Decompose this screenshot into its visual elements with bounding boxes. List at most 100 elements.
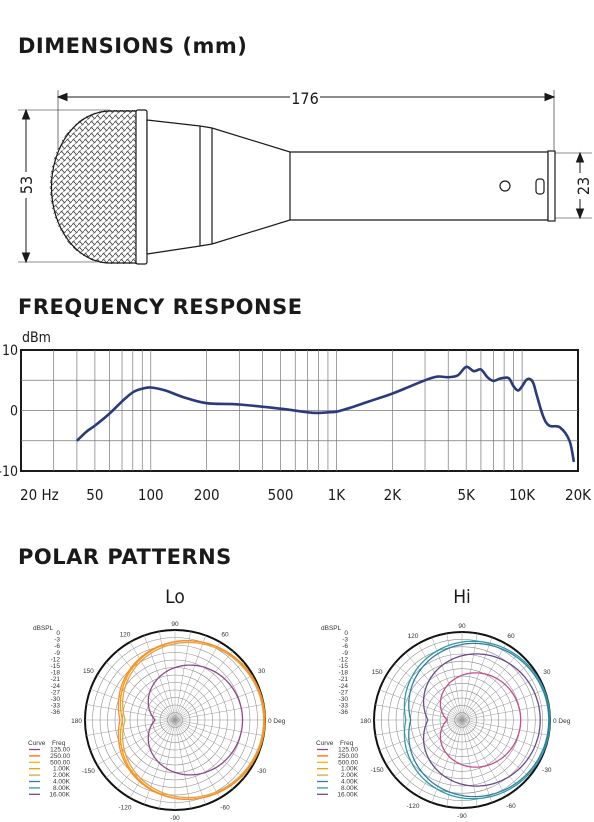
microphone-dimension-drawing: 176 53 23 [16, 87, 593, 265]
polar-db-tick: -6 [54, 643, 60, 650]
polar-spoke [90, 719, 176, 752]
polar-db-tick: -33 [339, 703, 349, 710]
polar-spoke [375, 719, 463, 736]
microphone-body [49, 109, 556, 265]
polar-title: Lo [165, 586, 185, 608]
polar-db-tick: -21 [51, 676, 61, 683]
legend-freq-label: 500.00 [338, 759, 358, 766]
polar-angle-label: 30 [258, 668, 266, 675]
handle-diameter-dimension-line [555, 151, 592, 220]
polar-db-tick: -12 [51, 656, 61, 663]
legend-freq-label: 8.00K [341, 785, 359, 792]
polar-spoke [174, 674, 254, 721]
polar-spoke [417, 719, 463, 797]
polar-angle-label: -60 [220, 805, 230, 812]
polar-db-tick: -33 [51, 703, 61, 710]
legend-freq-label: 2.00K [341, 772, 359, 779]
polar-db-tick: -12 [339, 656, 349, 663]
polar-spoke [86, 704, 176, 721]
polar-angle-label: 0 Deg [553, 718, 571, 725]
length-label: 176 [291, 89, 318, 108]
polar-angle-label: -60 [506, 803, 516, 810]
polar-db-tick: -15 [51, 663, 61, 670]
polar-angle-label: -120 [118, 805, 131, 812]
polar-spoke [405, 719, 463, 788]
fr-y-tick-label: -10 [0, 464, 18, 480]
fr-x-tick-label: 50 [86, 486, 103, 504]
polar-spoke [461, 633, 478, 721]
polar-spoke [116, 719, 176, 790]
polar-angle-label: -30 [542, 767, 552, 774]
polar-spoke [105, 719, 176, 779]
polar-spoke [105, 661, 176, 721]
polar-db-tick: -15 [339, 663, 349, 670]
polar-angle-label: 60 [507, 633, 515, 640]
polar-db-tick: -24 [51, 683, 61, 690]
fr-x-tick-label: 10K [509, 486, 536, 504]
legend-freq-label: 500.00 [50, 759, 70, 766]
polar-spoke [174, 719, 245, 779]
fr-x-tick-label: 100 [138, 486, 164, 504]
polar-spoke [461, 663, 530, 721]
polar-angle-label: 120 [408, 633, 419, 640]
polar-spoke [461, 675, 539, 721]
polar-curve [122, 641, 265, 799]
legend-header-curve: Curve [28, 740, 46, 747]
polar-angle-label: -150 [82, 768, 95, 775]
polar-angle-label: 30 [543, 669, 551, 676]
polar-spoke [96, 719, 176, 766]
legend-freq-label: 1.00K [341, 766, 359, 773]
polar-db-tick: -30 [51, 696, 61, 703]
polar-spoke [174, 688, 260, 721]
polar-angle-label: 120 [120, 631, 131, 638]
polar-db-tick: -9 [54, 650, 60, 657]
fr-y-axis-label: dBm [22, 330, 51, 346]
polar-db-tick: -21 [339, 676, 349, 683]
polar-curve [147, 664, 244, 776]
fr-x-tick-label: 200 [194, 486, 220, 504]
fr-x-tick-label: 2K [384, 486, 403, 504]
polar-spoke [461, 719, 545, 751]
legend-freq-label: 16.00K [337, 791, 358, 798]
polar-spoke [379, 719, 463, 751]
polar-angle-label: 150 [372, 669, 383, 676]
polar-spoke [375, 704, 463, 721]
polar-angle-label: -90 [457, 813, 467, 820]
legend-header-curve: Curve [316, 740, 334, 747]
legend-freq-label: 250.00 [338, 753, 358, 760]
polar-db-tick: -24 [339, 683, 349, 690]
polar-angle-label: -120 [406, 803, 419, 810]
polar-spoke [379, 689, 463, 721]
handle-diameter-label: 23 [574, 177, 593, 195]
polar-db-tick: -36 [339, 709, 349, 716]
polar-spoke [461, 719, 530, 777]
polar-spoke [461, 643, 507, 721]
fr-response-curve [75, 365, 576, 463]
polar-angle-label: -30 [257, 768, 267, 775]
polar-angle-label: -150 [371, 767, 384, 774]
polar-spoke [174, 641, 221, 721]
polar-spoke [174, 719, 264, 736]
polar-curve [408, 642, 550, 798]
fr-x-tick-label: 1K [328, 486, 347, 504]
legend-freq-label: 125.00 [338, 747, 358, 754]
polar-spoke [405, 652, 463, 721]
fr-x-tick-label: 5K [457, 486, 476, 504]
polar-spoke [461, 689, 545, 721]
polar-angle-label: 150 [83, 668, 94, 675]
polar-spoke [461, 719, 493, 803]
polar-title: Hi [453, 586, 471, 608]
polar-db-tick: -3 [54, 637, 60, 644]
polar-db-tick: -27 [51, 689, 61, 696]
polar-db-tick: -27 [339, 689, 349, 696]
polar-angle-label: 180 [71, 718, 82, 725]
fr-y-tick-label: 0 [10, 404, 18, 420]
polar-spoke [143, 635, 176, 721]
fr-x-tick-label: 20K [565, 486, 592, 504]
fr-y-ticks: 10 0 -10 [0, 343, 18, 480]
fr-y-tick-label: 10 [2, 343, 18, 359]
legend-freq-label: 250.00 [50, 753, 70, 760]
